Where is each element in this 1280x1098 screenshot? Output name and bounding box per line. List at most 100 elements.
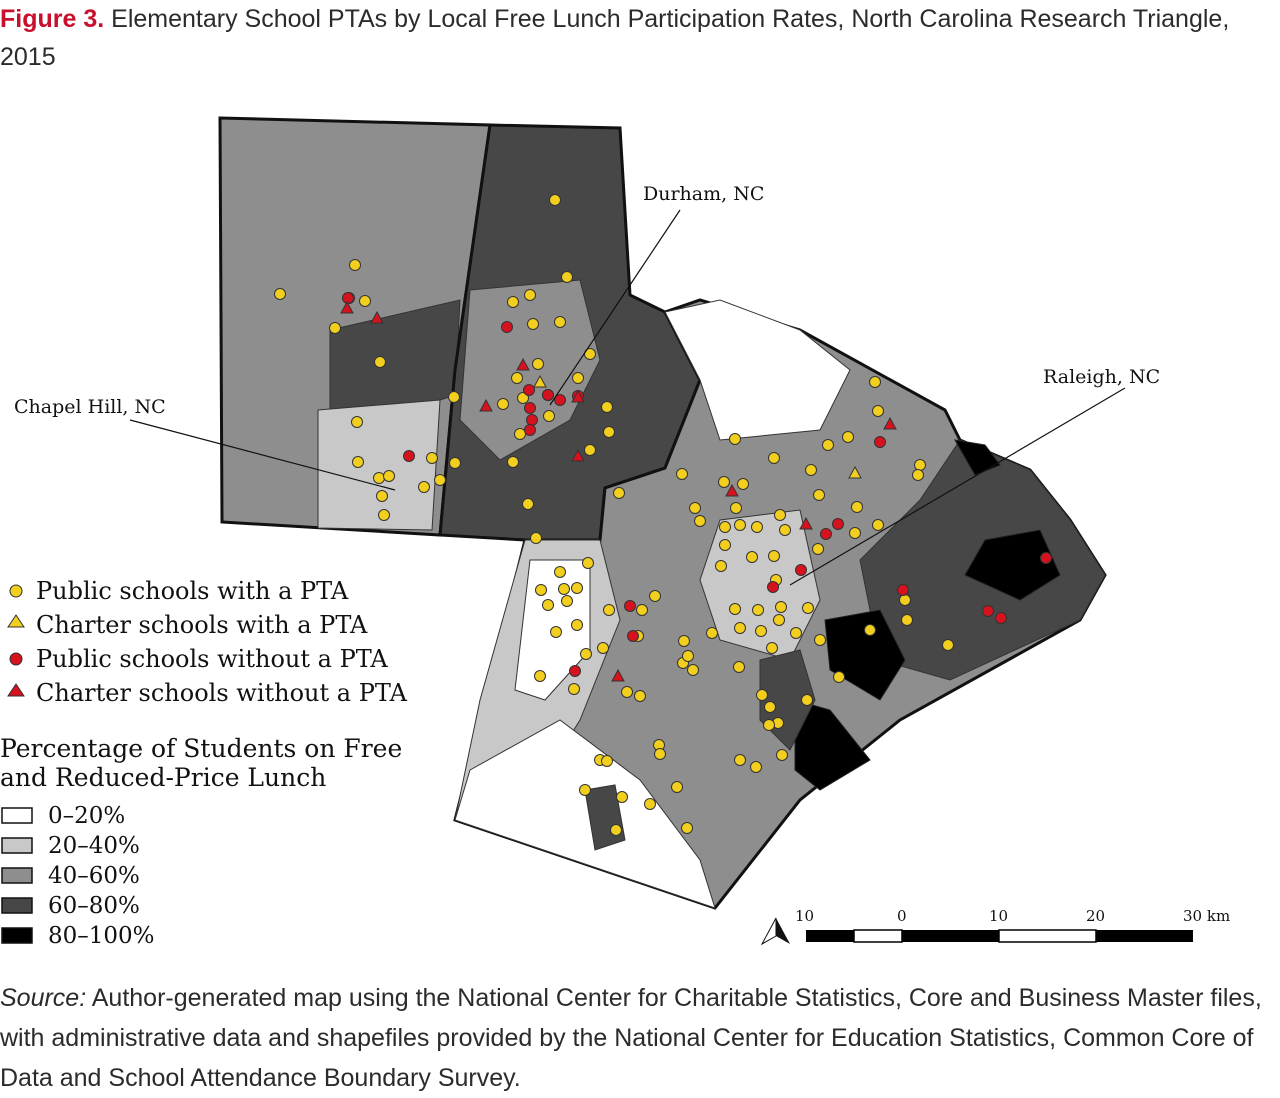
shading-swatch-40-60: [1, 867, 33, 884]
school-public-pta-marker: [571, 582, 583, 594]
scale-label-10-left: 10: [795, 907, 814, 925]
school-public-pta-marker: [801, 694, 813, 706]
school-public-pta-marker: [764, 701, 776, 713]
figure-number: Figure 3.: [0, 5, 105, 33]
school-public-pta-marker: [766, 642, 778, 654]
shading-swatch-80-100: [1, 927, 33, 944]
school-public-pta-marker: [571, 619, 583, 631]
school-public-pta-marker: [535, 584, 547, 596]
school-public-pta-marker: [532, 358, 544, 370]
shading-label-80-100: 80–100%: [48, 923, 155, 949]
shading-swatch-20-40: [1, 837, 33, 854]
school-public-pta-marker: [851, 501, 863, 513]
raleigh-label: Raleigh, NC: [1043, 366, 1160, 388]
school-charter-pta-marker: [848, 465, 862, 479]
school-public-pta-marker: [418, 481, 430, 493]
school-public-pta-marker: [349, 259, 361, 271]
school-public-pta-marker: [448, 391, 460, 403]
black-zone-south: [794, 699, 871, 791]
school-public-pta-marker: [616, 791, 628, 803]
school-public-pta-marker: [511, 372, 523, 384]
school-public-pta-marker: [527, 318, 539, 330]
school-public-pta-marker: [689, 502, 701, 514]
school-public-pta-marker: [776, 749, 788, 761]
school-public-pta-marker: [719, 539, 731, 551]
school-public-pta-marker: [359, 295, 371, 307]
school-public-no-pta-marker: [524, 402, 536, 414]
school-public-no-pta-marker: [523, 384, 535, 396]
school-public-pta-marker: [822, 439, 834, 451]
school-public-pta-marker: [678, 635, 690, 647]
school-public-no-pta-marker: [403, 450, 415, 462]
school-charter-no-pta-marker: [571, 389, 585, 403]
school-public-pta-marker: [734, 622, 746, 634]
school-public-pta-marker: [718, 476, 730, 488]
chapel-hill-leader-line: [129, 419, 396, 491]
school-public-pta-marker: [814, 634, 826, 646]
school-public-pta-marker: [899, 594, 911, 606]
school-public-pta-marker: [554, 316, 566, 328]
school-charter-no-pta-marker: [479, 398, 493, 412]
chapel-hill-zone: [317, 399, 441, 531]
school-public-pta-marker: [756, 689, 768, 701]
school-public-pta-marker: [869, 376, 881, 388]
school-public-pta-marker: [426, 452, 438, 464]
school-charter-no-pta-marker: [516, 357, 530, 371]
school-public-pta-marker: [802, 602, 814, 614]
shading-label-40-60: 40–60%: [48, 863, 140, 889]
school-public-no-pta-marker: [624, 600, 636, 612]
school-public-pta-marker: [694, 515, 706, 527]
school-public-pta-marker: [849, 527, 861, 539]
scale-label-20: 20: [1086, 907, 1105, 925]
school-public-pta-marker: [561, 595, 573, 607]
black-zone-east: [964, 529, 1061, 601]
school-public-no-pta-marker: [982, 605, 994, 617]
school-public-pta-marker: [687, 664, 699, 676]
source-text: Author-generated map using the National …: [0, 984, 1262, 1092]
school-public-pta-marker: [610, 824, 622, 836]
school-public-pta-marker: [706, 627, 718, 639]
school-public-pta-marker: [752, 604, 764, 616]
school-public-no-pta-marker: [342, 292, 354, 304]
map-schools: [274, 194, 1052, 836]
school-public-pta-marker: [582, 557, 594, 569]
school-charter-no-pta-marker: [571, 448, 585, 462]
north-arrow-icon: [760, 917, 790, 946]
school-public-pta-marker: [750, 761, 762, 773]
school-public-pta-marker: [580, 648, 592, 660]
school-public-pta-marker: [751, 521, 763, 533]
wake-north-light: [664, 299, 851, 441]
shading-label-20-40: 20–40%: [48, 833, 140, 859]
raleigh-leader-line: [789, 387, 1126, 586]
school-public-pta-marker: [603, 426, 615, 438]
figure-caption: Figure 3. Elementary School PTAs by Loca…: [0, 0, 1280, 76]
school-public-pta-marker: [351, 416, 363, 428]
shading-legend-title-line1: Percentage of Students on Free: [0, 734, 402, 763]
school-public-no-pta-marker: [569, 665, 581, 677]
school-public-pta-marker: [522, 498, 534, 510]
legend-charter-pta-triangle: [7, 614, 25, 628]
school-charter-no-pta-marker: [799, 516, 813, 530]
school-public-pta-marker: [530, 532, 542, 544]
school-public-pta-marker: [746, 551, 758, 563]
school-public-no-pta-marker: [820, 528, 832, 540]
school-public-pta-marker: [872, 405, 884, 417]
school-public-pta-marker: [497, 398, 509, 410]
scale-label-10: 10: [989, 907, 1008, 925]
school-public-no-pta-marker: [795, 564, 807, 576]
map-regions: [218, 116, 1107, 910]
school-public-pta-marker: [901, 614, 913, 626]
school-public-pta-marker: [729, 433, 741, 445]
school-public-pta-marker: [514, 428, 526, 440]
school-charter-no-pta-marker: [611, 668, 625, 682]
school-public-pta-marker: [554, 566, 566, 578]
school-public-pta-marker: [649, 590, 661, 602]
school-charter-no-pta-marker: [725, 483, 739, 497]
school-public-pta-marker: [634, 690, 646, 702]
school-public-pta-marker: [621, 686, 633, 698]
chapel-hill-label: Chapel Hill, NC: [14, 396, 166, 418]
school-public-pta-marker: [561, 271, 573, 283]
school-public-pta-marker: [507, 456, 519, 468]
school-public-pta-marker: [636, 604, 648, 616]
legend-public-pta-label: Public schools with a PTA: [36, 577, 349, 605]
